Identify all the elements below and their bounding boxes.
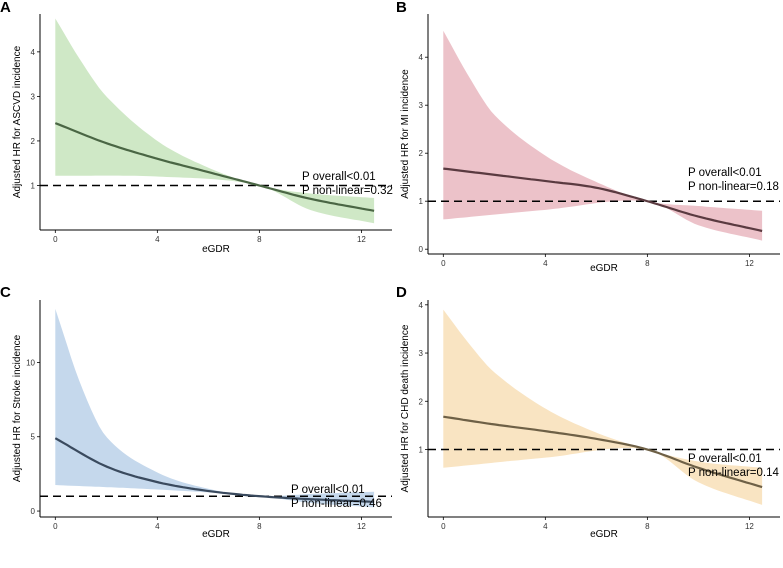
panel-c-letter: C bbox=[0, 284, 11, 301]
panel-d-y-axis-label: Adjusted HR for CHD death incidence bbox=[400, 324, 411, 492]
panel-a-x-tick-label: 4 bbox=[155, 235, 160, 244]
panel-c-x-tick-label: 12 bbox=[357, 522, 366, 531]
panel-b-y-tick-label: 1 bbox=[419, 197, 424, 206]
panel-c-annotation: P overall<0.01 bbox=[291, 484, 365, 496]
panel-b-letter: B bbox=[396, 0, 407, 16]
panel-b-annotation: P non-linear=0.18 bbox=[688, 181, 779, 193]
panel-d-y-tick-label: 3 bbox=[419, 349, 424, 358]
panel-b-y-tick-label: 3 bbox=[419, 101, 424, 110]
panel-c-hr-curve bbox=[54, 437, 375, 503]
panel-a-annotation: P overall<0.01 bbox=[302, 171, 376, 183]
panel-b-x-tick-label: 0 bbox=[441, 259, 446, 268]
panel-a-y-tick-label: 1 bbox=[31, 181, 36, 190]
panel-d-hr-curve bbox=[443, 415, 763, 489]
panel-c-x-tick-label: 0 bbox=[53, 522, 58, 531]
panel-a-x-tick-label: 0 bbox=[53, 235, 58, 244]
panel-a-letter: A bbox=[0, 0, 11, 16]
panel-a-ci-ribbon bbox=[55, 18, 375, 224]
panel-b-y-axis-label: Adjusted HR for MI incidence bbox=[400, 69, 411, 199]
panel-a-hr-curve bbox=[54, 122, 375, 212]
panel-d-y-tick-label: 1 bbox=[419, 445, 424, 454]
panel-c-y-tick-label: 0 bbox=[31, 507, 36, 516]
panel-c-y-axis-label: Adjusted HR for Stroke incidence bbox=[12, 334, 23, 482]
panel-a-y-tick-label: 3 bbox=[31, 92, 36, 101]
panel-a-y-axis-label: Adjusted HR for ASCVD incidence bbox=[12, 45, 23, 198]
panel-d-y-tick-label: 2 bbox=[419, 397, 424, 406]
panel-b-y-tick-label: 2 bbox=[419, 149, 424, 158]
panel-a-x-tick-label: 12 bbox=[357, 235, 366, 244]
panel-d-x-tick-label: 12 bbox=[745, 522, 754, 531]
panel-d-letter: D bbox=[396, 284, 407, 301]
panel-a-y-tick-label: 4 bbox=[31, 48, 36, 57]
panel-c-x-tick-label: 8 bbox=[257, 522, 262, 531]
panel-c-x-tick-label: 4 bbox=[155, 522, 160, 531]
panel-d-y-tick-label: 4 bbox=[419, 301, 424, 310]
panel-b-x-axis-label: eGDR bbox=[590, 263, 618, 274]
panel-a-annotation: P non-linear=0.32 bbox=[302, 185, 393, 197]
panel-c-annotation: P non-linear=0.46 bbox=[291, 498, 382, 510]
panel-b-annotation: P overall<0.01 bbox=[688, 167, 762, 179]
panel-b-y-tick-label: 0 bbox=[419, 245, 424, 254]
panel-a-x-tick-label: 8 bbox=[257, 235, 262, 244]
panel-b-ci-ribbon bbox=[443, 30, 763, 241]
panel-d-annotation: P non-linear=0.14 bbox=[688, 467, 780, 479]
panel-a-x-axis-label: eGDR bbox=[202, 244, 230, 255]
panel-b-hr-curve bbox=[443, 167, 763, 233]
panel-c-x-axis-label: eGDR bbox=[202, 529, 230, 540]
panel-d-ci-ribbon bbox=[443, 309, 763, 505]
panel-b-y-tick-label: 4 bbox=[419, 53, 424, 62]
panel-c: 0 4 8 12 0 5 10 eGDR Adjusted HR for Stroke inci… bbox=[0, 284, 392, 540]
panel-d-x-axis-label: eGDR bbox=[590, 529, 618, 540]
panel-b-x-tick-label: 12 bbox=[745, 259, 754, 268]
panel-c-y-tick-label: 10 bbox=[26, 358, 35, 367]
panel-c-ci-ribbon bbox=[55, 308, 375, 508]
panel-d-x-tick-label: 0 bbox=[441, 522, 446, 531]
panel-c-y-tick-label: 5 bbox=[31, 433, 36, 442]
panel-d-x-tick-label: 4 bbox=[543, 522, 548, 531]
panel-a-y-tick-label: 2 bbox=[31, 137, 36, 146]
panel-b-x-tick-label: 4 bbox=[543, 259, 548, 268]
panel-d-annotation: P overall<0.01 bbox=[688, 453, 762, 465]
panel-b-x-tick-label: 8 bbox=[645, 259, 650, 268]
panel-d-x-tick-label: 8 bbox=[645, 522, 650, 531]
